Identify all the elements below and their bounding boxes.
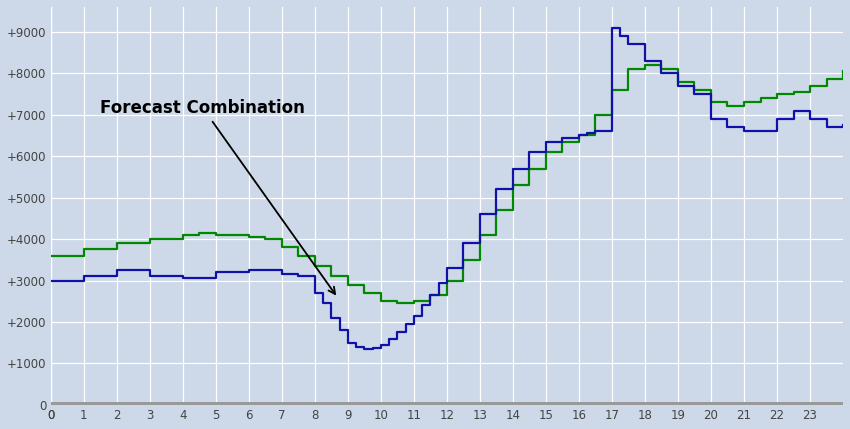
Text: Forecast Combination: Forecast Combination (100, 99, 335, 294)
